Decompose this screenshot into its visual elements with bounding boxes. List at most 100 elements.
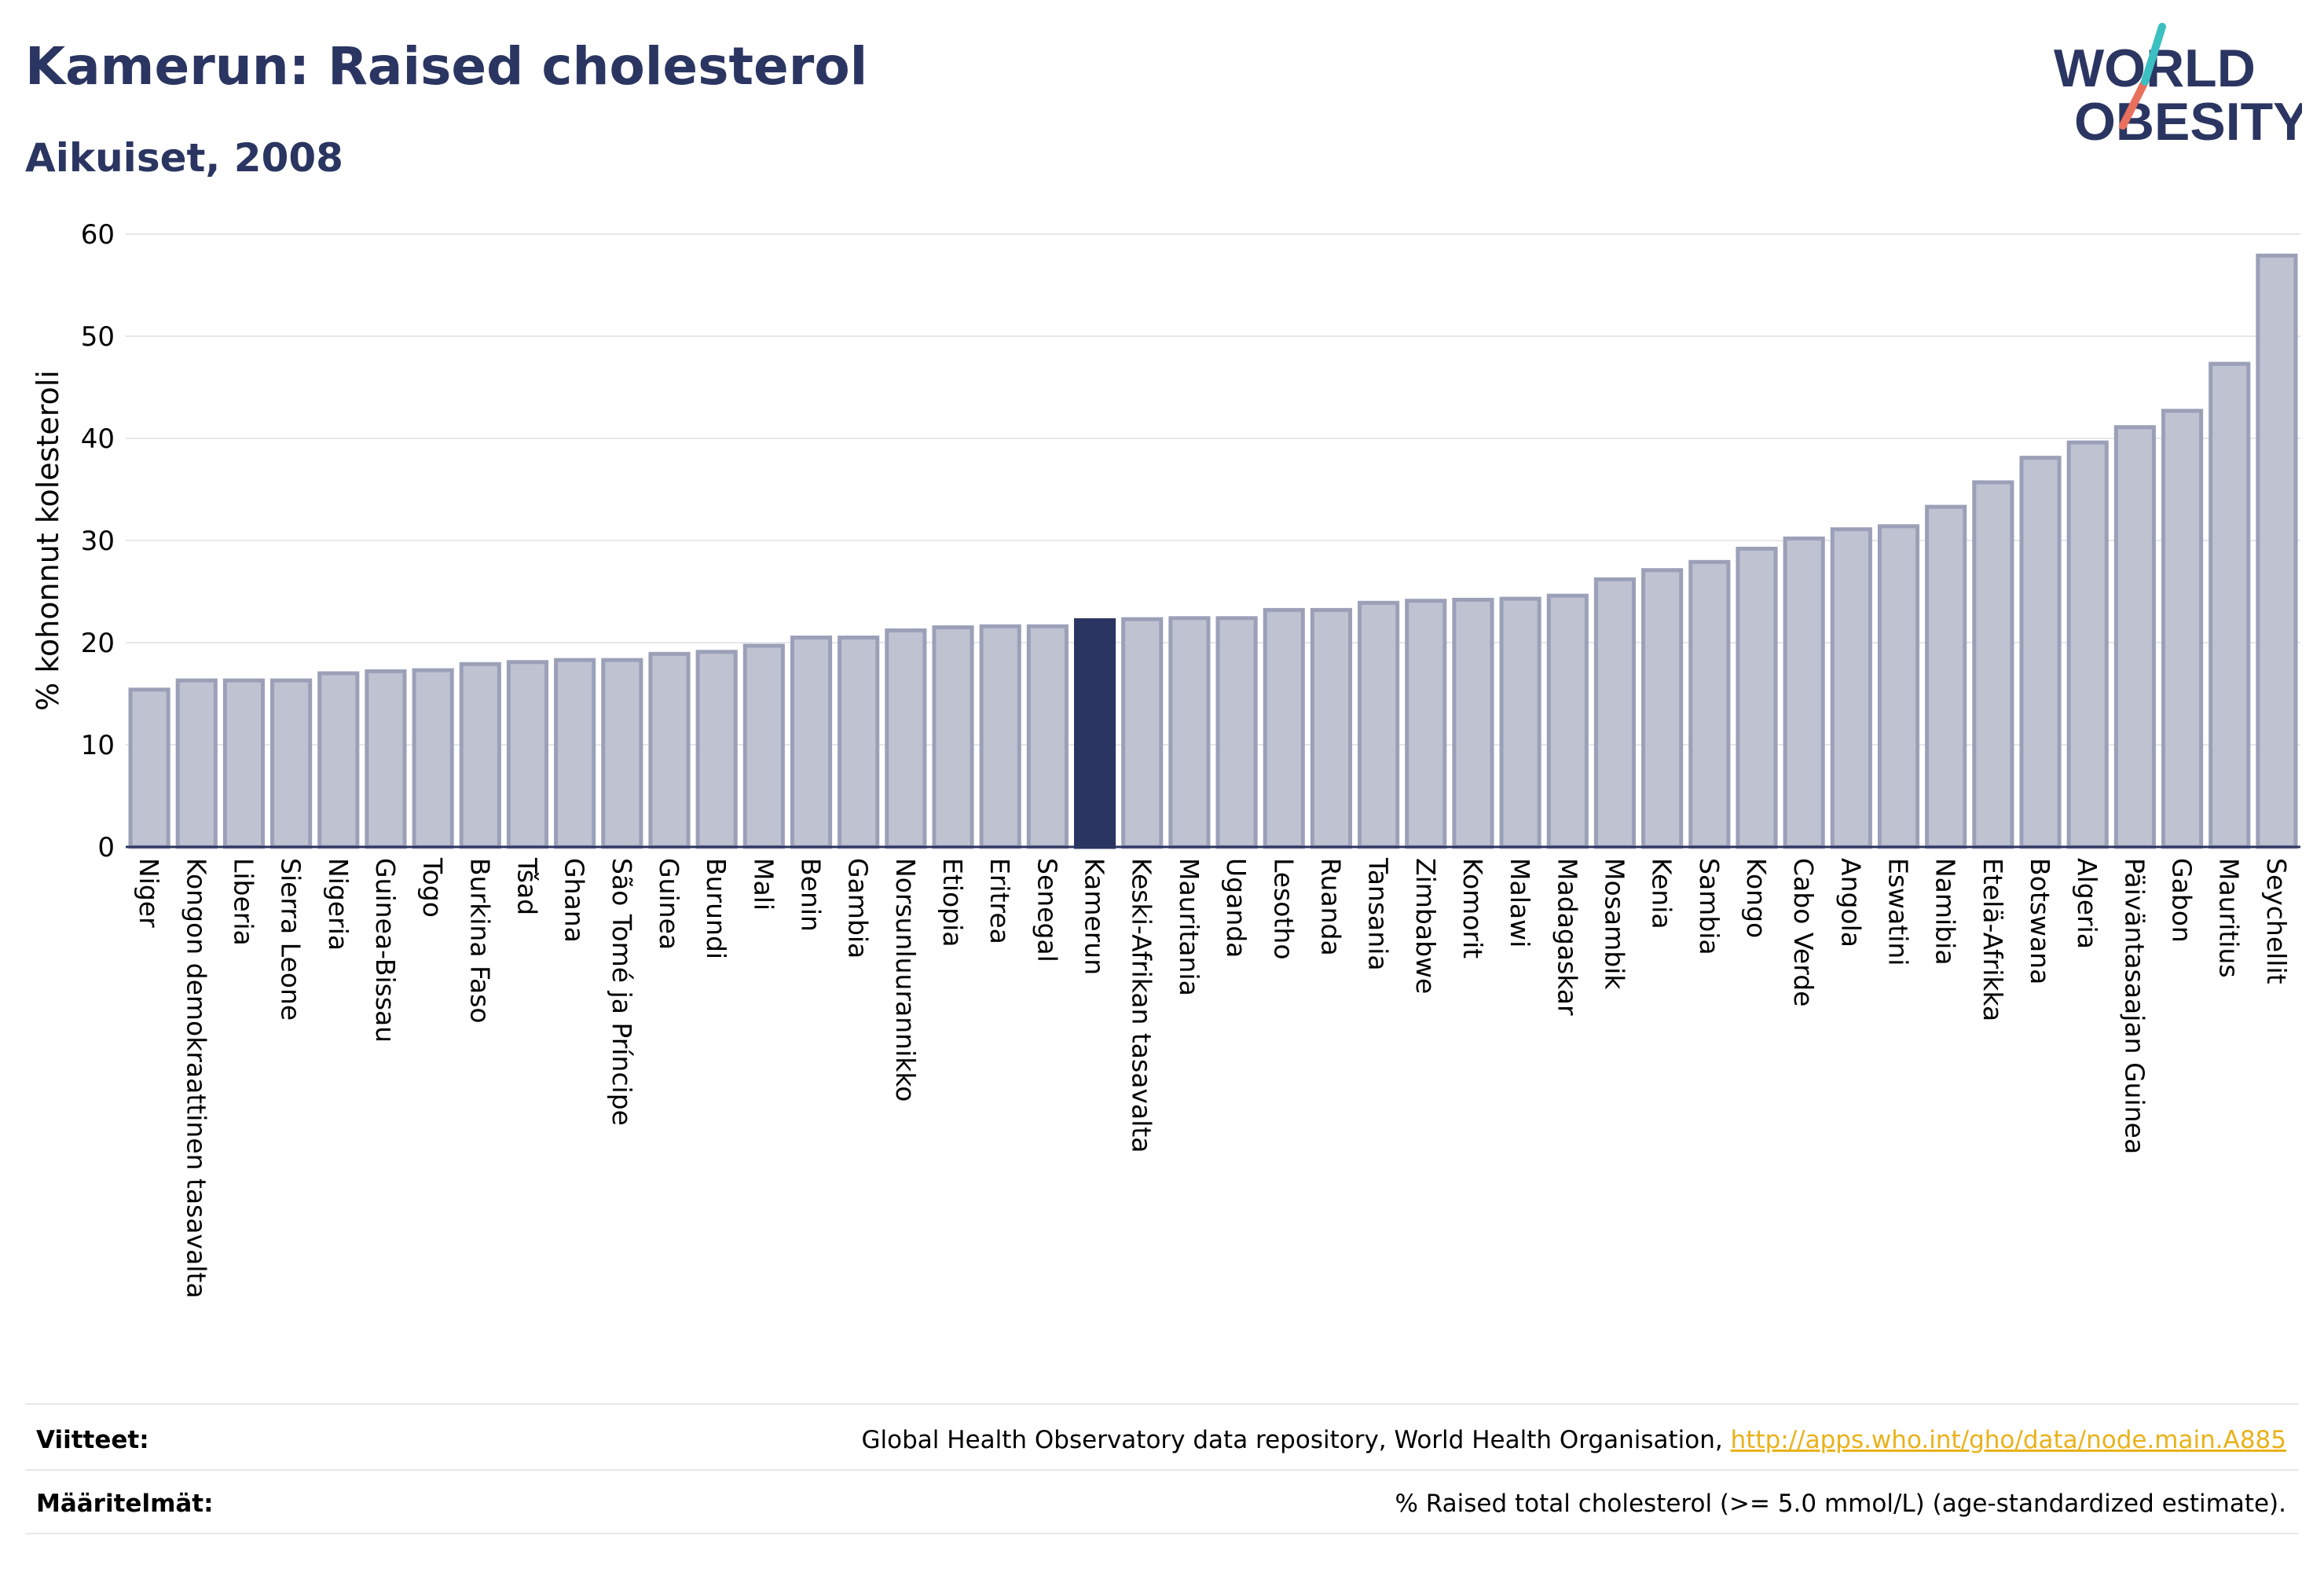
x-tick-label: Liberia <box>228 858 258 946</box>
x-tick-label: Ruanda <box>1315 858 1346 956</box>
bar-chart: 0 10 20 30 40 50 60 % kohonnut kolesteroli Niger… <box>31 219 2300 1299</box>
sources-text: Global Health Observatory data repositor… <box>861 1426 1723 1454</box>
bar <box>1499 596 1541 849</box>
footer-divider-bottom <box>25 1533 2299 1534</box>
bar <box>1736 546 1778 849</box>
x-tick-label: Uganda <box>1221 858 1252 958</box>
bar <box>1452 597 1494 849</box>
bar <box>1688 559 1731 849</box>
footer-divider-top <box>25 1403 2299 1405</box>
bar <box>2256 253 2298 849</box>
y-tick-label: 50 <box>81 321 115 353</box>
bar <box>1310 607 1353 849</box>
bar <box>1263 607 1305 849</box>
bar <box>1405 599 1447 849</box>
bar <box>2161 409 2204 849</box>
bar <box>1783 536 1825 849</box>
x-tick-label: Kenia <box>1647 858 1677 929</box>
y-tick-label: 60 <box>81 219 115 251</box>
bar <box>506 660 549 849</box>
x-tick-label: Etiopia <box>937 858 968 947</box>
x-tick-label: Kongo <box>1741 858 1772 938</box>
bar <box>1546 593 1589 849</box>
bar <box>2066 440 2109 849</box>
bar <box>1972 480 2014 849</box>
x-tick-label: Burkina Faso <box>464 858 495 1024</box>
x-tick-label: Zimbabwe <box>1410 858 1441 994</box>
y-tick-label: 20 <box>81 628 115 659</box>
definitions-text: % Raised total cholesterol (>= 5.0 mmol/… <box>1395 1490 2286 1518</box>
x-tick-label: Benin <box>796 858 827 932</box>
y-tick-label: 0 <box>97 832 115 863</box>
sources-label: Viitteet: <box>36 1426 149 1454</box>
bar <box>2019 456 2062 849</box>
x-tick-label: São Tomé ja Príncipe <box>607 858 637 1126</box>
y-tick-label: 10 <box>81 730 115 761</box>
bar <box>742 643 785 849</box>
x-tick-label: Norsunluurannikko <box>890 858 921 1102</box>
chart-subtitle: Aikuiset, 2008 <box>25 135 343 181</box>
definitions-label: Määritelmät: <box>36 1490 214 1518</box>
logo-word-obesity: OBESITY <box>2074 92 2302 152</box>
x-tick-label: Etelä-Afrikka <box>1978 858 2008 1021</box>
x-tick-label: Mali <box>748 858 779 911</box>
x-tick-label: Angola <box>1835 858 1866 947</box>
bar <box>601 658 643 849</box>
x-tick-label: Kongon demokraattinen tasavalta <box>181 858 211 1299</box>
x-tick-label: Gambia <box>843 858 874 958</box>
bar <box>412 668 454 849</box>
bar <box>1358 600 1400 849</box>
x-tick-label: Cabo Verde <box>1788 858 1819 1006</box>
x-tick-label: Gabon <box>2167 858 2198 943</box>
x-tick-label: Madagaskar <box>1552 858 1582 1016</box>
y-axis-label: % kohonnut kolesteroli <box>31 370 65 711</box>
x-tick-label: Algeria <box>2072 858 2102 949</box>
x-tick-label: Sambia <box>1694 858 1725 955</box>
x-tick-label: Mauritania <box>1174 858 1204 996</box>
x-tick-label: Niger <box>134 858 164 928</box>
x-tick-label: Senegal <box>1032 858 1062 962</box>
x-tick-label: Sierra Leone <box>276 858 306 1021</box>
bar <box>885 628 927 849</box>
bar <box>1593 577 1637 849</box>
bar <box>1073 618 1116 849</box>
bar <box>2209 361 2251 849</box>
x-tick-label: Komorit <box>1457 858 1488 958</box>
x-tick-label: Seychellit <box>2261 858 2292 984</box>
bar <box>1925 504 1967 849</box>
world-obesity-logo: WORLD OBESITY <box>2054 23 2302 152</box>
sources-text-row: Global Health Observatory data repositor… <box>862 1426 2286 1454</box>
bar <box>932 625 974 849</box>
bar <box>128 687 170 849</box>
bar <box>459 662 501 849</box>
bar <box>838 636 880 849</box>
bar <box>270 678 313 849</box>
x-tick-label: Botswana <box>2025 858 2055 984</box>
bar <box>648 651 691 849</box>
x-tick-label: Guinea <box>654 858 684 950</box>
x-tick-label: Malawi <box>1505 858 1535 947</box>
x-tick-label: Päiväntasaajan Guinea <box>2119 858 2150 1154</box>
x-tick-label: Ghana <box>559 858 590 943</box>
chart-title: Kamerun: Raised cholesterol <box>25 36 868 97</box>
x-tick-label: Namibia <box>1930 858 1961 966</box>
sources-link[interactable]: http://apps.who.int/gho/data/node.main.A… <box>1730 1426 2286 1454</box>
x-tick-label: Keski-Afrikan tasavalta <box>1127 858 1157 1153</box>
x-tick-label: Burundi <box>701 858 731 959</box>
x-tick-label: Eritrea <box>984 858 1015 944</box>
bar <box>1830 527 1872 849</box>
x-tick-label: Tšad <box>511 857 542 915</box>
x-tick-label: Nigeria <box>323 858 354 951</box>
y-tick-label: 40 <box>81 423 115 455</box>
x-tick-label: Eswatini <box>1883 858 1914 966</box>
footer-divider-middle <box>25 1469 2299 1471</box>
bar <box>317 671 360 849</box>
x-tick-label: Mosambik <box>1599 858 1629 990</box>
x-tick-label: Guinea-Bissau <box>370 858 401 1043</box>
x-tick-label: Lesotho <box>1268 858 1299 960</box>
bar <box>222 678 266 849</box>
bar <box>790 636 833 849</box>
x-tick-label: Kamerun <box>1080 858 1110 975</box>
bar <box>1168 616 1211 849</box>
bar <box>1215 616 1258 849</box>
